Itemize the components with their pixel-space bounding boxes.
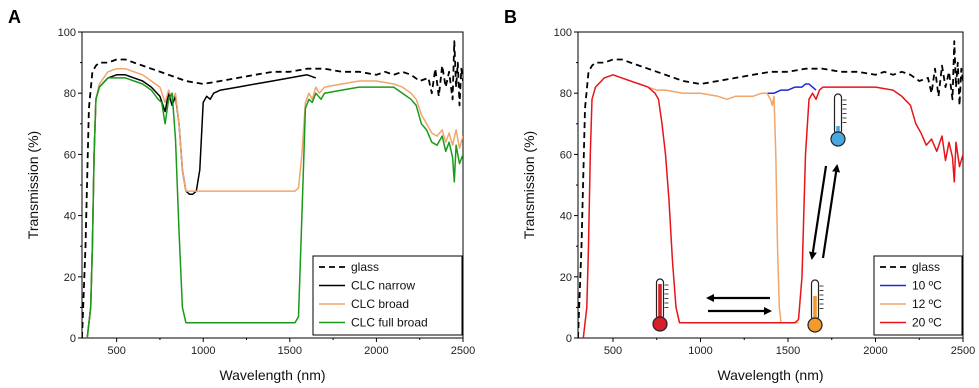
legend-entry: glass — [912, 260, 940, 274]
x-tick-label: 2500 — [951, 345, 975, 357]
panel-label: B — [504, 7, 517, 27]
legend-entry: 20 ºC — [912, 316, 942, 330]
series-line-10-c — [767, 83, 817, 94]
legend-entry: CLC full broad — [351, 316, 428, 330]
legend-entry: CLC broad — [351, 297, 409, 311]
x-tick-label: 2000 — [364, 345, 388, 357]
x-tick-label: 1000 — [688, 345, 712, 357]
y-tick-label: 0 — [70, 333, 76, 345]
x-tick-label: 500 — [107, 345, 125, 357]
series-line-glass — [82, 40, 463, 338]
x-tick-label: 1500 — [776, 345, 800, 357]
x-tick-label: 2500 — [451, 345, 475, 357]
y-tick-label: 80 — [64, 88, 76, 100]
y-tick-label: 20 — [560, 272, 572, 284]
chart-panel-a: A 0 20 40 60 80 100 500 1000 1500 2000 2500 Waveleng… — [8, 7, 475, 383]
x-tick-label: 500 — [604, 345, 622, 357]
thermometer-warm-icon — [807, 279, 824, 333]
series-line-clc-full-broad — [86, 77, 463, 338]
x-axis-label: Wavelength (nm) — [219, 367, 325, 383]
legend-entry: 12 ºC — [912, 297, 942, 311]
y-axis-label: Transmission (%) — [25, 131, 41, 239]
thermometer-cold-icon — [830, 93, 847, 147]
series-line-20-c — [582, 74, 963, 338]
y-tick-label: 100 — [58, 27, 76, 39]
series-line-clc-narrow — [86, 74, 317, 338]
panel-label: A — [8, 7, 21, 27]
series-line-12-c — [647, 86, 799, 324]
x-tick-label: 2000 — [863, 345, 887, 357]
y-tick-label: 80 — [560, 88, 572, 100]
thermometer-hot-icon — [652, 278, 669, 332]
x-axis-label: Wavelength (nm) — [717, 367, 823, 383]
y-axis-label: Transmission (%) — [521, 131, 537, 239]
x-tick-label: 1000 — [191, 345, 215, 357]
y-tick-label: 20 — [64, 272, 76, 284]
y-tick-label: 100 — [554, 27, 572, 39]
y-tick-label: 60 — [560, 149, 572, 161]
legend-entry: glass — [351, 260, 379, 274]
y-tick-label: 40 — [560, 211, 572, 223]
switch-arrows-icon — [706, 164, 841, 315]
legend-entry: 10 ºC — [912, 279, 942, 293]
x-tick-label: 1500 — [278, 345, 302, 357]
y-tick-label: 0 — [566, 333, 572, 345]
y-tick-label: 60 — [64, 149, 76, 161]
y-tick-label: 40 — [64, 211, 76, 223]
legend-entry: CLC narrow — [351, 279, 415, 293]
legend: glass 10 ºC 12 ºC 20 ºC — [873, 255, 963, 336]
chart-panel-b: B 0 20 40 60 80 100 500 1000 1500 2000 2500 Waveleng… — [504, 7, 975, 383]
series-line-clc-broad — [86, 67, 463, 338]
legend: glass CLC narrow CLC broad CLC full broad — [312, 255, 463, 336]
